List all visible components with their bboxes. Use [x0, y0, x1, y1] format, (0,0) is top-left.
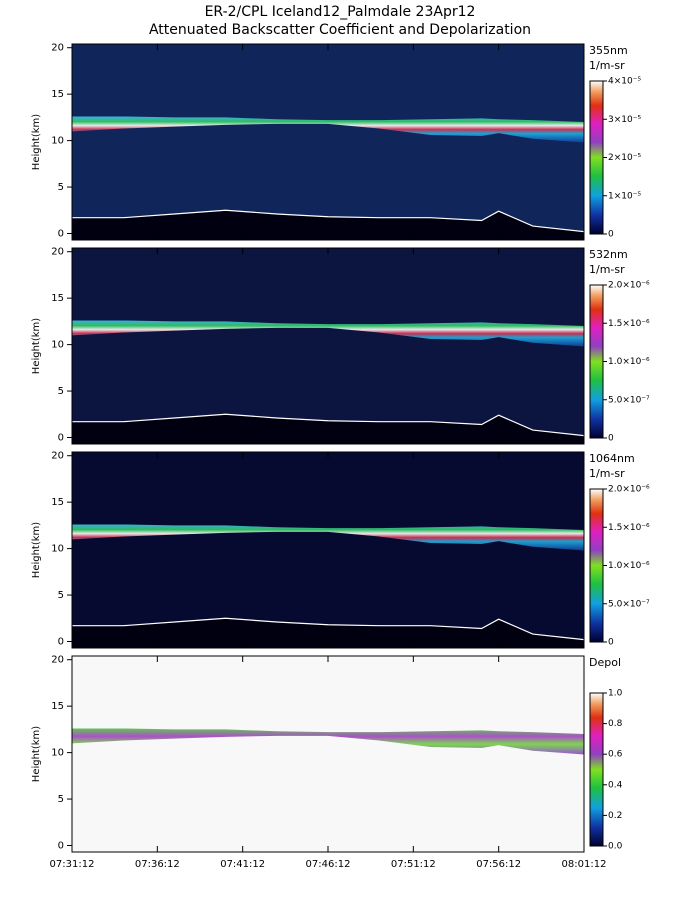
colorbar-tick-label: 2.0×10⁻⁶ — [608, 485, 650, 495]
surface-line — [72, 413, 585, 437]
plot-background — [72, 656, 584, 852]
x-tick-label: 08:01:12 — [562, 859, 607, 870]
cloud-layer — [72, 728, 584, 755]
colorbar-tick-label: 4×10⁻⁵ — [608, 77, 641, 87]
colorbar-tick-label: 3×10⁻⁵ — [608, 115, 641, 125]
cloud-layer — [72, 524, 584, 551]
ground — [72, 618, 584, 648]
colorbar-tick-label: 0 — [608, 434, 614, 444]
y-tick-label: 15 — [51, 89, 64, 100]
colorbar — [589, 692, 604, 847]
y-tick-label: 5 — [58, 182, 64, 193]
colorbar-tick-label: 0 — [608, 638, 614, 648]
colorbar-tick-label: 0.2 — [608, 811, 622, 821]
y-axis-label: Height(km) — [31, 726, 42, 782]
surface-line — [72, 617, 585, 641]
colorbar-label: 1064nm — [589, 452, 635, 465]
colorbar-tick-label: 0 — [608, 230, 614, 240]
y-tick-label: 20 — [51, 451, 64, 462]
y-tick-label: 5 — [58, 386, 64, 397]
y-tick-label: 20 — [51, 655, 64, 666]
colorbar — [589, 284, 604, 439]
y-tick-label: 5 — [58, 590, 64, 601]
colorbar-tick-label: 1.5×10⁻⁶ — [608, 319, 650, 329]
x-tick-label: 07:46:12 — [306, 859, 351, 870]
colorbar-tick-label: 0.8 — [608, 719, 623, 729]
plot-background — [72, 248, 584, 444]
colorbar-tick-label: 2.0×10⁻⁶ — [608, 281, 650, 291]
y-axis-label: Height(km) — [31, 522, 42, 578]
ground — [72, 414, 584, 444]
y-tick-label: 0 — [58, 432, 64, 443]
y-tick-label: 15 — [51, 293, 64, 304]
x-tick-label: 07:56:12 — [476, 859, 521, 870]
surface-line — [72, 209, 585, 233]
y-tick-label: 5 — [58, 794, 64, 805]
x-tick-label: 07:36:12 — [135, 859, 180, 870]
colorbar-tick-label: 1×10⁻⁵ — [608, 191, 641, 201]
colorbar-label: 355nm — [589, 44, 628, 57]
colorbar-tick-label: 0.6 — [608, 750, 623, 760]
x-tick-label: 07:41:12 — [220, 859, 265, 870]
plot-background — [72, 452, 584, 648]
y-tick-label: 20 — [51, 247, 64, 258]
colorbar-tick-label: 1.5×10⁻⁶ — [608, 523, 650, 533]
colorbar — [589, 80, 604, 235]
cloud-layer — [72, 320, 584, 347]
colorbar-unit: 1/m-sr — [589, 59, 625, 72]
cloud-layer — [72, 116, 584, 143]
y-axis-label: Height(km) — [31, 114, 42, 170]
y-tick-label: 0 — [58, 636, 64, 647]
ground — [72, 210, 584, 240]
y-tick-label: 15 — [51, 497, 64, 508]
subtitle: Attenuated Backscatter Coefficient and D… — [149, 22, 531, 38]
colorbar-tick-label: 5.0×10⁻⁷ — [608, 395, 650, 405]
title: ER-2/CPL Iceland12_Palmdale 23Apr12 — [205, 4, 476, 20]
colorbar-tick-label: 2×10⁻⁵ — [608, 153, 641, 163]
colorbar-tick-label: 0.0 — [608, 842, 623, 852]
y-tick-label: 10 — [51, 544, 64, 555]
colorbar-tick-label: 0.4 — [608, 780, 623, 790]
y-axis-label: Height(km) — [31, 318, 42, 374]
colorbar-label: Depol — [589, 656, 621, 669]
y-tick-label: 10 — [51, 748, 64, 759]
colorbar-tick-label: 1.0 — [608, 689, 623, 699]
x-tick-label: 07:51:12 — [391, 859, 436, 870]
colorbar-label: 532nm — [589, 248, 628, 261]
y-tick-label: 0 — [58, 840, 64, 851]
colorbar-tick-label: 1.0×10⁻⁶ — [608, 561, 650, 571]
x-tick-label: 07:31:12 — [50, 859, 95, 870]
colorbar — [589, 488, 604, 643]
colorbar-tick-label: 5.0×10⁻⁷ — [608, 599, 650, 609]
colorbar-unit: 1/m-sr — [589, 467, 625, 480]
plot-background — [72, 44, 584, 240]
y-tick-label: 20 — [51, 43, 64, 54]
y-tick-label: 10 — [51, 340, 64, 351]
y-tick-label: 10 — [51, 136, 64, 147]
colorbar-tick-label: 1.0×10⁻⁶ — [608, 357, 650, 367]
y-tick-label: 15 — [51, 701, 64, 712]
y-tick-label: 0 — [58, 228, 64, 239]
colorbar-unit: 1/m-sr — [589, 263, 625, 276]
